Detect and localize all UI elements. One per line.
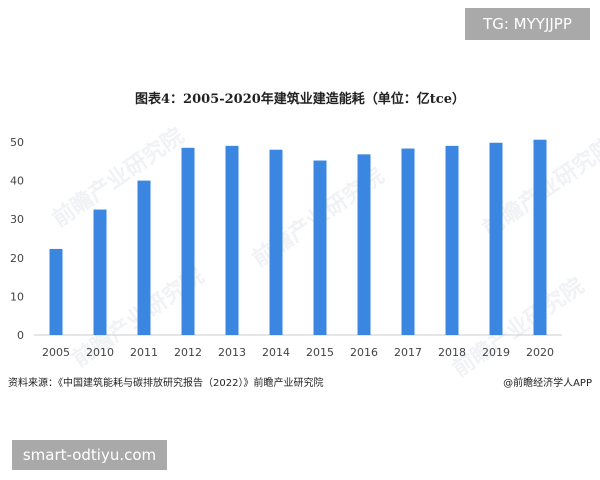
bar (269, 149, 283, 335)
bar (225, 145, 239, 335)
brand-label: @前瞻经济学人APP (503, 378, 592, 389)
x-tick-label: 2020 (526, 346, 554, 359)
bar (401, 148, 415, 335)
x-tick-label: 2017 (394, 346, 422, 359)
bar (137, 180, 151, 335)
bar (445, 145, 459, 335)
y-tick-label: 10 (10, 290, 24, 303)
bar-chart: 0 10 20 30 40 50 2005 2010 2011 2012 2013 2014 2015 2… (10, 136, 562, 359)
y-tick-label: 50 (10, 136, 24, 149)
bar (533, 139, 547, 335)
x-tick-label: 2010 (86, 346, 114, 359)
x-tick-label: 2018 (438, 346, 466, 359)
bar (49, 248, 63, 335)
x-tick-label: 2019 (482, 346, 510, 359)
x-tick-label: 2014 (262, 346, 290, 359)
y-tick-label: 30 (10, 213, 24, 226)
chart-title: 图表4：2005-2020年建筑业建造能耗（单位：亿tce） (135, 92, 465, 107)
source-note: 资料来源：《中国建筑能耗与碳排放研究报告（2022）》前瞻产业研究院 (8, 378, 324, 389)
x-tick-label: 2005 (42, 346, 70, 359)
x-tick-label: 2015 (306, 346, 334, 359)
bar (181, 147, 195, 335)
y-tick-label: 20 (10, 252, 24, 265)
y-tick-label: 0 (17, 329, 24, 342)
bar (489, 142, 503, 335)
x-tick-label: 2012 (174, 346, 202, 359)
bar (313, 160, 327, 335)
y-tick-label: 40 (10, 175, 24, 188)
x-tick-label: 2013 (218, 346, 246, 359)
x-tick-label: 2016 (350, 346, 378, 359)
x-tick-label: 2011 (130, 346, 158, 359)
tg-badge: TG: MYYJJPP (465, 8, 590, 40)
bar (93, 209, 107, 335)
bar (357, 154, 371, 335)
site-badge: smart-odtiyu.com (12, 440, 167, 470)
